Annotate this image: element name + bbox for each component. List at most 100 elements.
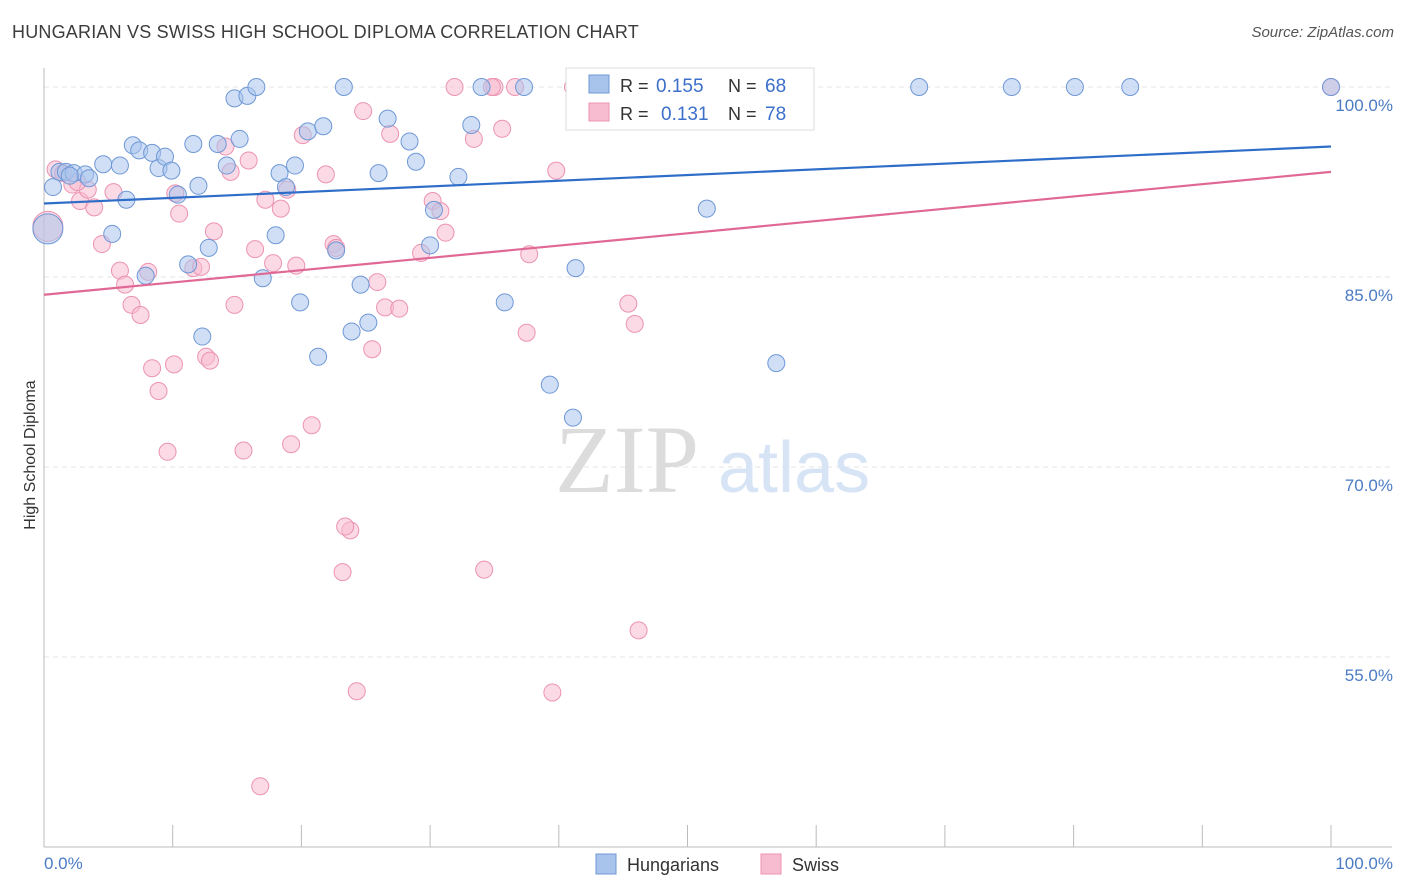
swiss-point-28 [239,151,258,170]
hungarian-point-33 [276,178,295,197]
trend-lines [43,145,1332,296]
hungarian-point-66 [1322,78,1340,96]
hungarian-point-24 [208,135,227,153]
legend-r-label-2: R = [620,104,649,124]
swiss-point-61 [520,245,539,264]
hungarian-point-43 [359,313,378,332]
hungarian-point-63 [1002,78,1021,96]
y-tick-labels: 55.0% 70.0% 85.0% 100.0% [1335,96,1393,685]
swiss-point-66 [619,294,638,313]
hungarian-point-7 [94,155,113,174]
hungarian-point-38 [314,117,333,136]
swiss-point-6 [85,198,104,217]
swiss-point-27 [234,441,253,460]
swiss-point-63 [547,161,566,180]
hungarian-point-55 [540,375,559,394]
swiss-point-12 [131,306,150,324]
swiss-point-10 [116,275,135,294]
swiss-point-48 [381,124,400,143]
hungarian-point-25 [217,156,236,175]
hungarian-point-36 [298,122,317,141]
swiss-point-46 [368,273,387,292]
hungarian-point-67 [60,166,79,185]
hungarian-point-17 [162,161,181,180]
hungarian-point-13 [136,266,155,285]
swiss-point-43 [347,682,366,701]
bottom-legend: Hungarians Swiss [595,853,839,875]
x-tick-label-0: 0.0% [44,854,83,873]
swiss-point-56 [475,560,494,579]
hungarian-point-56 [563,408,582,427]
hungarian-point-61 [767,354,786,373]
hungarian-point-51 [462,116,481,134]
swiss-point-26 [225,295,244,314]
hungarian-point-39 [327,241,346,260]
hungarian-point-35 [291,293,310,312]
swiss-point-62 [543,683,562,702]
source-label: Source: ZipAtlas.com [1251,24,1394,41]
hungarian-point-1 [44,178,63,197]
hungarian-point-31 [266,226,285,245]
swiss-point-14 [143,359,162,378]
hungarian-point-21 [189,176,208,195]
hungarian-point-34 [285,156,304,175]
hungarian-point-29 [247,78,266,96]
swiss-point-29 [246,240,265,259]
swiss-point-31 [256,190,275,209]
y-tick-label-55: 55.0% [1345,666,1393,685]
hungarian-point-40 [334,78,353,96]
watermark-atlas: atlas [718,428,870,508]
swiss-point-73 [336,517,355,536]
legend-n-label-1: N = [728,76,757,96]
hungarian-points [32,78,1340,427]
legend-box: R = 0.155 N = 68 R = 0.131 N = 78 [565,67,815,131]
hungarian-point-0 [32,213,64,245]
hungarian-point-47 [406,152,425,171]
hungarian-point-20 [184,135,203,153]
y-axis-title: High School Diploma [22,380,39,530]
hungarian-point-44 [369,164,388,183]
hungarian-point-18 [168,185,187,204]
hungarian-point-57 [566,259,585,278]
swiss-point-35 [282,435,301,454]
hungarian-point-23 [199,238,218,257]
hungarian-point-65 [1121,78,1140,96]
swiss-point-58 [493,119,512,138]
swiss-point-44 [354,102,373,121]
swiss-point-30 [251,777,270,796]
y-tick-label-70: 70.0% [1345,476,1393,495]
bottom-legend-swiss: Swiss [792,855,839,875]
hungarian-point-9 [110,156,129,175]
legend-n-label-2: N = [728,104,757,124]
swiss-point-15 [149,382,168,400]
legend-r-value-1: 0.155 [656,76,704,97]
swiss-point-18 [170,204,189,223]
hungarian-point-22 [193,327,212,346]
hungarian-point-49 [424,200,443,219]
hungarian-point-62 [910,78,929,96]
hungarian-point-42 [351,275,370,294]
hungarian-point-6 [80,169,99,188]
hungarian-point-8 [103,224,122,243]
swiss-point-17 [164,355,183,374]
hungarian-point-19 [179,255,198,274]
bottom-legend-hungarians: Hungarians [627,855,719,875]
grid-lines [44,86,1392,658]
swiss-point-49 [390,299,409,318]
swiss-point-33 [271,199,290,218]
swiss-point-60 [517,323,536,342]
swiss-point-41 [333,563,352,582]
hungarian-point-45 [378,109,397,128]
x-tick-label-100: 100.0% [1335,854,1393,873]
legend-r-label-1: R = [620,76,649,96]
hungarian-point-54 [515,78,534,96]
swiss-point-38 [302,416,321,435]
hungarian-point-27 [230,129,249,148]
watermark: ZIP atlas [555,406,870,513]
hungarian-trend-line [43,145,1332,205]
swiss-point-45 [363,340,382,359]
hungarian-point-50 [449,167,468,186]
legend-swatch-hungarians [588,74,610,94]
hungarian-point-48 [421,236,440,255]
